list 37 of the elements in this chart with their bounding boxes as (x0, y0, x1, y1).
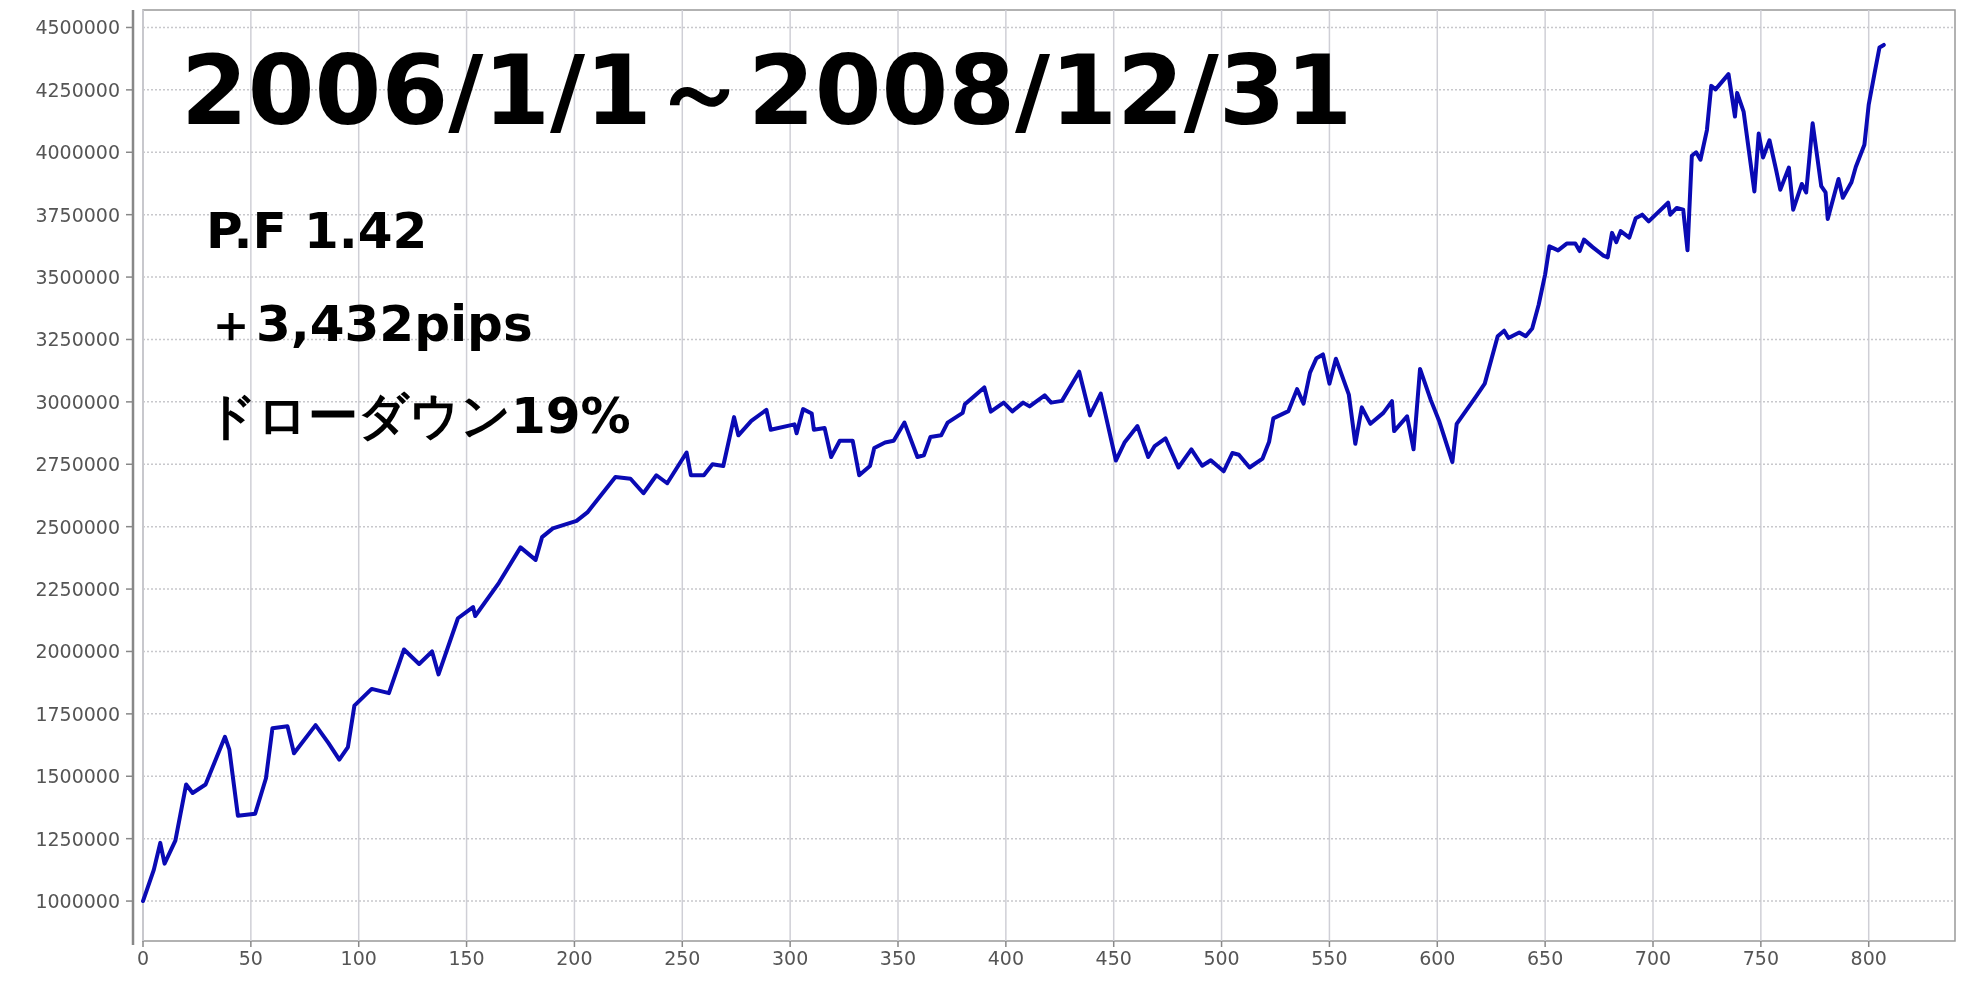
x-tick-label: 150 (448, 947, 485, 969)
x-tick-label: 750 (1742, 947, 1779, 969)
x-tick-label: 700 (1634, 947, 1672, 969)
annotation: ドローダウン19% (206, 387, 631, 445)
y-tick-label: 4500000 (35, 16, 120, 39)
y-tick-label: 3250000 (35, 328, 120, 351)
x-tick-label: 200 (556, 947, 593, 969)
y-tick-label: 2000000 (35, 640, 120, 663)
y-tick-label: 1250000 (35, 827, 120, 850)
y-tick-label: 1500000 (35, 765, 120, 788)
annotation: P.F 1.42 (206, 202, 428, 260)
y-tick-label: 2500000 (35, 515, 120, 538)
y-tick-label: 1000000 (35, 890, 120, 913)
y-tick-label: 2250000 (35, 578, 120, 601)
x-tick-label: 600 (1419, 947, 1456, 969)
x-tick-label: 100 (340, 947, 377, 969)
y-tick-label: 4000000 (35, 141, 120, 164)
y-tick-label: 4250000 (35, 78, 120, 101)
x-tick-label: 650 (1527, 947, 1564, 969)
annotation: ＋3,432pips (206, 295, 533, 353)
x-tick-label: 550 (1311, 947, 1348, 969)
chart-title: 2006/1/1～2008/12/31 (181, 35, 1353, 147)
y-tick-label: 3750000 (35, 203, 120, 226)
x-tick-label: 350 (879, 947, 917, 969)
x-tick-label: 500 (1203, 947, 1240, 969)
x-tick-label: 250 (664, 947, 701, 969)
y-tick-label: 3000000 (35, 390, 120, 413)
y-tick-label: 1750000 (35, 702, 120, 725)
y-tick-label: 3500000 (35, 266, 120, 289)
x-tick-label: 0 (136, 947, 150, 969)
x-tick-label: 300 (772, 947, 809, 969)
x-tick-label: 400 (987, 947, 1024, 969)
x-tick-label: 450 (1095, 947, 1132, 969)
line-series (141, 42, 1886, 904)
x-tick-label: 50 (238, 947, 263, 969)
y-tick-label: 2750000 (35, 453, 120, 476)
x-tick-label: 800 (1850, 947, 1887, 969)
